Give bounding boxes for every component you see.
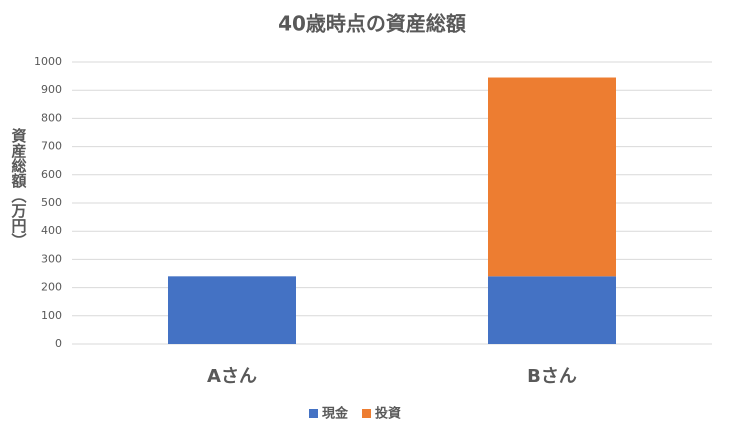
- y-tick-label: 1000: [34, 55, 62, 68]
- y-tick-label: 100: [41, 309, 62, 322]
- x-tick-label: Bさん: [527, 366, 577, 387]
- y-tick-label: 300: [41, 252, 62, 265]
- bar-segment: [488, 276, 616, 344]
- y-tick-label: 600: [41, 168, 62, 181]
- x-tick-label: Aさん: [207, 366, 257, 387]
- chart-title: 40歳時点の資産総額: [278, 12, 466, 36]
- y-tick-label: 200: [41, 281, 62, 294]
- y-tick-label: 900: [41, 83, 62, 96]
- y-tick-label: 700: [41, 140, 62, 153]
- y-tick-label: 400: [41, 224, 62, 237]
- bar-segment: [168, 276, 296, 344]
- legend-swatch: [362, 409, 372, 418]
- legend-swatch: [309, 409, 318, 418]
- legend-label: 投資: [375, 406, 401, 422]
- y-tick-label: 0: [55, 337, 62, 350]
- y-axis-label: 資産総額（万円）: [10, 127, 28, 248]
- bar-segment: [488, 77, 616, 277]
- y-tick-label: 500: [41, 196, 62, 209]
- legend-label: 現金: [322, 406, 349, 422]
- y-tick-label: 800: [41, 111, 62, 124]
